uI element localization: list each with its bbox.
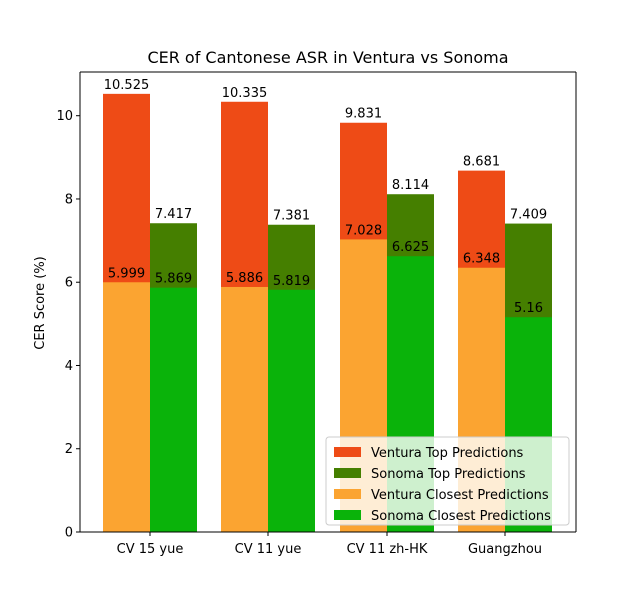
y-tick-label: 4: [65, 359, 73, 374]
value-label-sonoma-closest-predictions-3: 5.16: [514, 301, 543, 316]
y-tick-label: 8: [65, 192, 73, 207]
y-axis-label: CER Score (%): [33, 256, 48, 350]
x-tick-label-0: CV 15 yue: [117, 542, 184, 557]
legend-swatch-3: [334, 510, 361, 520]
legend-label-0: Ventura Top Predictions: [371, 446, 524, 461]
value-label-sonoma-top-predictions-0: 7.417: [155, 207, 192, 222]
value-label-ventura-closest-predictions-2: 7.028: [345, 223, 382, 238]
legend-swatch-1: [334, 468, 361, 478]
bar-sonoma-closest-predictions-1: [268, 289, 315, 532]
value-label-sonoma-top-predictions-3: 7.409: [510, 208, 547, 223]
value-label-sonoma-top-predictions-1: 7.381: [273, 209, 310, 224]
y-tick-label: 0: [65, 526, 73, 541]
y-tick-label: 2: [65, 442, 73, 457]
value-label-ventura-top-predictions-3: 8.681: [463, 155, 500, 170]
y-tick-label: 10: [56, 109, 73, 124]
value-label-ventura-closest-predictions-0: 5.999: [108, 266, 145, 281]
legend-box: [325, 436, 570, 526]
x-tick-label-2: CV 11 zh-HK: [347, 542, 428, 557]
value-label-ventura-top-predictions-1: 10.335: [222, 86, 268, 101]
legend: Ventura Top Predictions Sonoma Top Predic…: [325, 436, 570, 526]
legend-label-3: Sonoma Closest Predictions: [371, 509, 551, 524]
x-tick-label-3: Guangzhou: [468, 542, 542, 557]
bar-ventura-closest-predictions-0: [103, 282, 150, 532]
value-label-sonoma-closest-predictions-0: 5.869: [155, 272, 192, 287]
value-label-ventura-top-predictions-0: 10.525: [104, 78, 150, 93]
value-label-ventura-closest-predictions-3: 6.348: [463, 252, 500, 267]
legend-label-2: Ventura Closest Predictions: [371, 488, 549, 503]
value-label-sonoma-top-predictions-2: 8.114: [392, 178, 429, 193]
chart-title: CER of Cantonese ASR in Ventura vs Sonom…: [147, 48, 508, 67]
bar-ventura-closest-predictions-1: [221, 286, 268, 532]
legend-swatch-0: [334, 447, 361, 457]
value-label-ventura-top-predictions-2: 9.831: [345, 107, 382, 122]
x-tick-label-1: CV 11 yue: [235, 542, 302, 557]
legend-swatch-2: [334, 489, 361, 499]
value-label-sonoma-closest-predictions-2: 6.625: [392, 240, 429, 255]
axes-layer: 0 2 4 6 8 10 CV 15 yue CV 11 yue CV 11 zh-HK Guan…: [56, 71, 577, 557]
legend-label-1: Sonoma Top Predictions: [371, 467, 526, 482]
bar-sonoma-closest-predictions-0: [150, 287, 197, 532]
value-label-sonoma-closest-predictions-1: 5.819: [273, 274, 310, 289]
value-labels: 10.525 10.335 9.831 8.681 7.417 7.381 8.114 7.4…: [104, 78, 547, 316]
value-label-ventura-closest-predictions-1: 5.886: [226, 271, 263, 286]
y-tick-label: 6: [65, 276, 73, 291]
